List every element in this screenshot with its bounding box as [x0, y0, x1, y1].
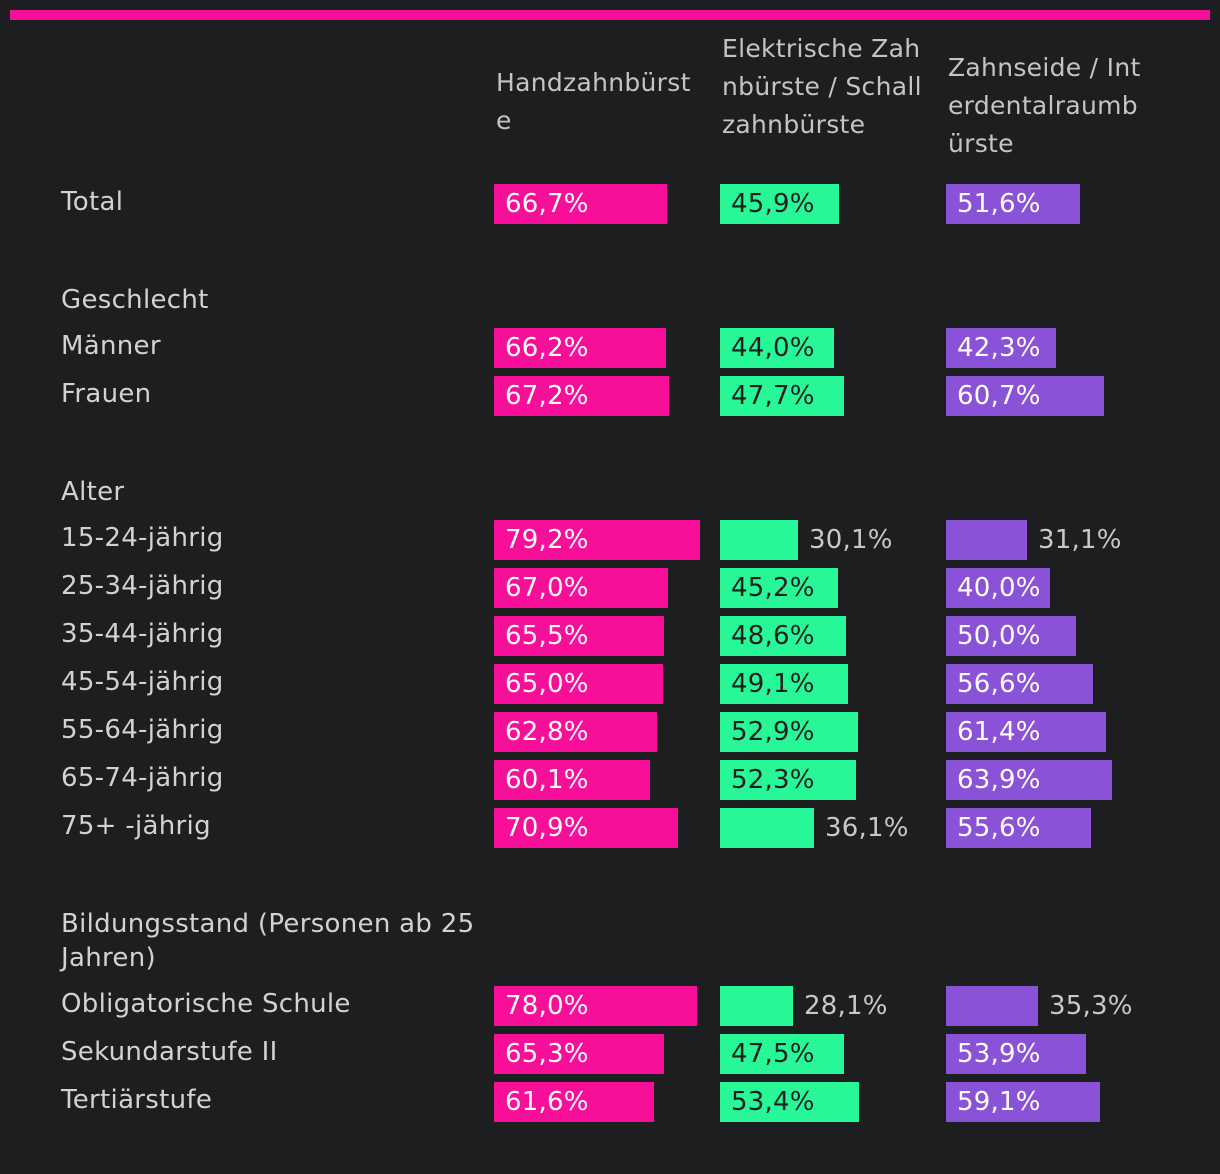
bar: [720, 808, 814, 848]
bar: [946, 376, 1104, 416]
value-label: 67,2%: [505, 381, 589, 411]
bar: [494, 986, 697, 1026]
row-label: Total: [61, 187, 124, 217]
bar: [494, 712, 657, 752]
value-label: 65,3%: [505, 1039, 589, 1069]
bar: [494, 376, 669, 416]
value-label: 28,1%: [804, 991, 888, 1021]
bar: [720, 712, 858, 752]
bar: [946, 664, 1093, 704]
bar: [946, 328, 1056, 368]
row-label: 55-64-jährig: [61, 715, 224, 745]
value-label: 36,1%: [825, 813, 909, 843]
value-label: 66,2%: [505, 333, 589, 363]
bar: [946, 184, 1080, 224]
bar: [494, 664, 663, 704]
value-label: 51,6%: [957, 189, 1041, 219]
bar: [494, 808, 678, 848]
value-label: 61,6%: [505, 1087, 589, 1117]
value-label: 50,0%: [957, 621, 1041, 651]
value-label: 47,7%: [731, 381, 815, 411]
row-label: 25-34-jährig: [61, 571, 224, 601]
bar: [946, 986, 1038, 1026]
value-label: 63,9%: [957, 765, 1041, 795]
bar: [494, 568, 668, 608]
value-label: 61,4%: [957, 717, 1041, 747]
bar: [946, 616, 1076, 656]
value-label: 65,5%: [505, 621, 589, 651]
value-label: 70,9%: [505, 813, 589, 843]
value-label: 60,1%: [505, 765, 589, 795]
bar: [494, 520, 700, 560]
value-label: 66,7%: [505, 189, 589, 219]
bar: [720, 616, 846, 656]
value-label: 55,6%: [957, 813, 1041, 843]
value-label: 52,9%: [731, 717, 815, 747]
bar: [494, 328, 666, 368]
value-label: 79,2%: [505, 525, 589, 555]
row-label: 35-44-jährig: [61, 619, 224, 649]
bar: [494, 616, 664, 656]
value-label: 44,0%: [731, 333, 815, 363]
value-label: 45,2%: [731, 573, 815, 603]
group-label: Bildungsstand (Personen ab 25 Jahren): [61, 909, 475, 973]
bar: [946, 1034, 1086, 1074]
value-label: 59,1%: [957, 1087, 1041, 1117]
bar: [494, 1034, 664, 1074]
bar: [494, 184, 667, 224]
value-label: 45,9%: [731, 189, 815, 219]
row-label: Sekundarstufe II: [61, 1037, 278, 1067]
bar: [494, 1082, 654, 1122]
value-label: 60,7%: [957, 381, 1041, 411]
row-label: 45-54-jährig: [61, 667, 224, 697]
bar: [946, 520, 1027, 560]
value-label: 52,3%: [731, 765, 815, 795]
row-label: Frauen: [61, 379, 152, 409]
value-label: 31,1%: [1038, 525, 1122, 555]
bar: [946, 760, 1112, 800]
bar: [720, 568, 838, 608]
value-label: 47,5%: [731, 1039, 815, 1069]
value-label: 40,0%: [957, 573, 1041, 603]
bar: [946, 568, 1050, 608]
value-label: 35,3%: [1049, 991, 1133, 1021]
value-label: 48,6%: [731, 621, 815, 651]
bar: [720, 1034, 844, 1074]
value-label: 65,0%: [505, 669, 589, 699]
row-label: Tertiärstufe: [61, 1085, 213, 1115]
row-label: Obligatorische Schule: [61, 989, 351, 1019]
value-label: 53,9%: [957, 1039, 1041, 1069]
group-label: Geschlecht: [61, 285, 209, 315]
group-label: Alter: [61, 477, 125, 507]
bar: [494, 760, 650, 800]
bar: [946, 712, 1106, 752]
bar: [720, 1082, 859, 1122]
row-label: 15-24-jährig: [61, 523, 224, 553]
bar: [720, 520, 798, 560]
value-label: 30,1%: [809, 525, 893, 555]
column-header-3: Zahnseide / Interdentalraumbürste: [948, 53, 1141, 158]
value-label: 67,0%: [505, 573, 589, 603]
value-label: 62,8%: [505, 717, 589, 747]
bar: [946, 808, 1091, 848]
row-label: Männer: [61, 331, 161, 361]
bar: [720, 328, 834, 368]
bar: [720, 760, 856, 800]
column-header-2: Elektrische Zahnbürste / Schallzahnbürst…: [722, 34, 922, 139]
value-label: 78,0%: [505, 991, 589, 1021]
column-header-1: Handzahnbürste: [496, 68, 691, 135]
bar: [720, 376, 844, 416]
row-label: 75+ -jährig: [61, 811, 211, 841]
row-label: 65-74-jährig: [61, 763, 224, 793]
value-label: 49,1%: [731, 669, 815, 699]
bar: [720, 986, 793, 1026]
bar: [946, 1082, 1100, 1122]
value-label: 53,4%: [731, 1087, 815, 1117]
value-label: 56,6%: [957, 669, 1041, 699]
bar: [720, 184, 839, 224]
value-label: 42,3%: [957, 333, 1041, 363]
bar: [720, 664, 848, 704]
top-accent-bar: [10, 10, 1210, 20]
